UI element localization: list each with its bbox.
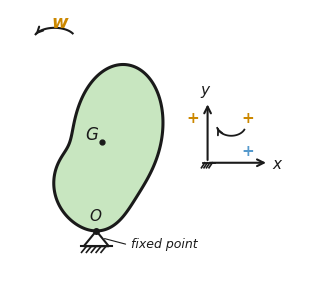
Text: O: O [89,209,101,224]
Text: G: G [86,126,99,144]
Text: fixed point: fixed point [131,238,198,251]
Text: +: + [241,111,254,126]
Polygon shape [84,231,109,246]
Text: x: x [272,157,281,172]
Polygon shape [54,65,163,231]
Text: y: y [201,83,210,98]
Text: w: w [52,14,68,32]
Text: +: + [241,144,254,159]
Text: +: + [186,111,199,126]
